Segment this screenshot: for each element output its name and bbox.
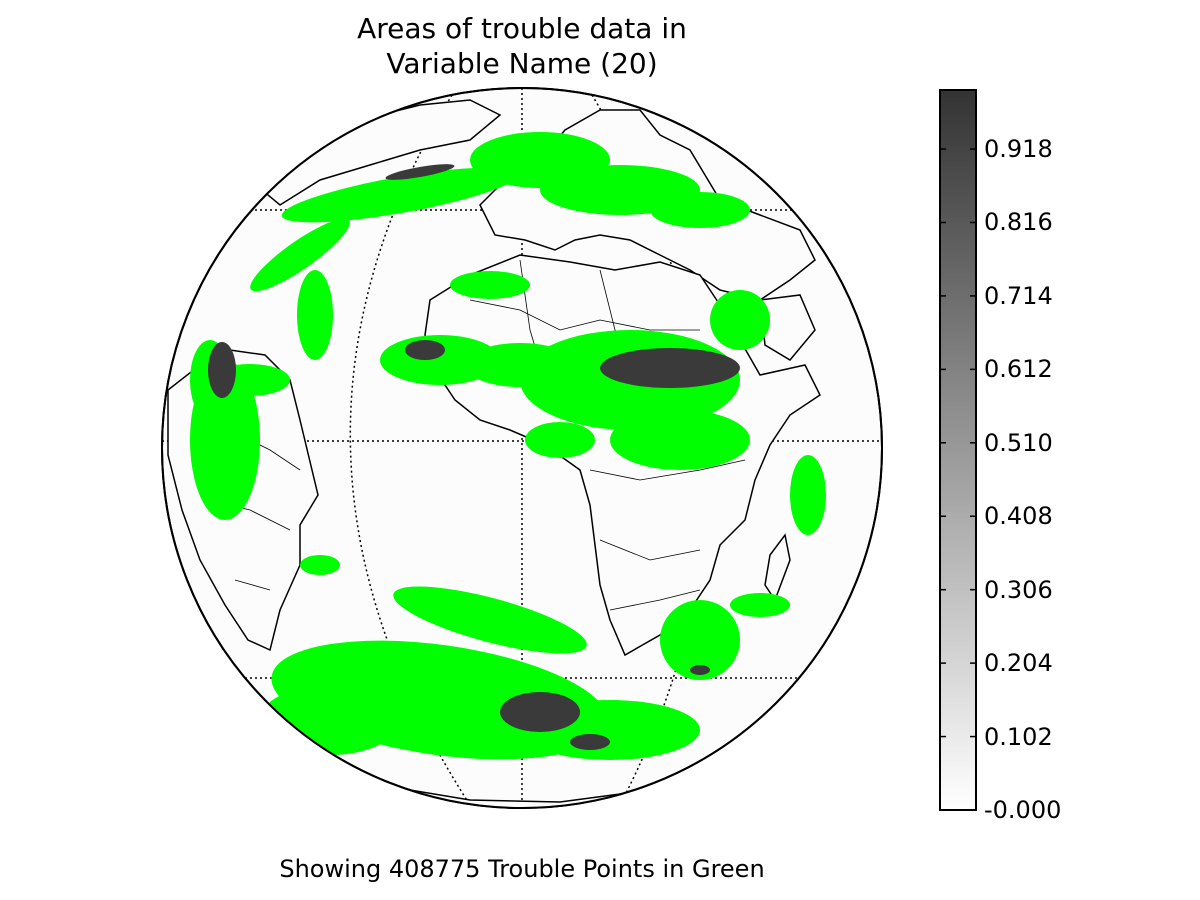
map-caption: Showing 408775 Trouble Points in Green xyxy=(279,855,765,883)
colorbar-tick-label: 0.306 xyxy=(984,575,1053,604)
colorbar-tick-label: 0.408 xyxy=(984,502,1053,531)
colorbar-tick-label: 0.102 xyxy=(984,722,1053,751)
colorbar-tick-label: 0.918 xyxy=(984,135,1053,164)
colorbar-tick-label: 0.612 xyxy=(984,355,1053,384)
colorbar-tick-label: 0.714 xyxy=(984,281,1053,310)
map-title-line-1: Areas of trouble data in xyxy=(357,12,687,45)
colorbar-gradient xyxy=(939,89,977,811)
colorbar-tick-label: 0.510 xyxy=(984,428,1053,457)
high-severity-regions xyxy=(208,164,740,750)
map-title-line-2: Variable Name (20) xyxy=(386,47,658,80)
globe-outline xyxy=(161,87,883,809)
colorbar-tick-label: -0.000 xyxy=(984,796,1062,824)
colorbar-tick-label: 0.816 xyxy=(984,208,1053,237)
colorbar-tick-label: 0.204 xyxy=(984,649,1053,678)
colorbar xyxy=(939,89,977,811)
